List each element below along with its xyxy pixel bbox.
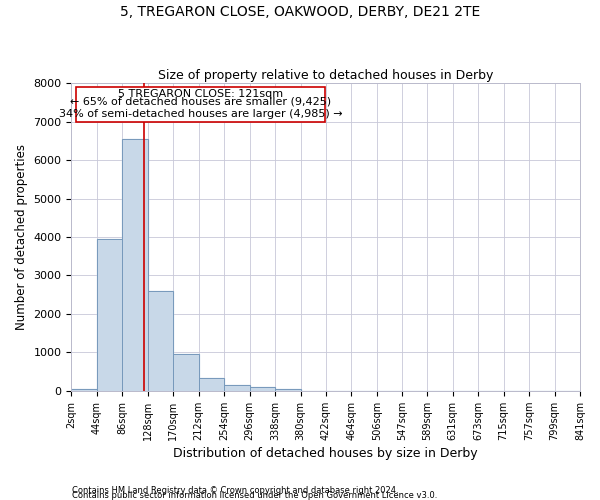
X-axis label: Distribution of detached houses by size in Derby: Distribution of detached houses by size … — [173, 447, 478, 460]
Y-axis label: Number of detached properties: Number of detached properties — [15, 144, 28, 330]
Text: 34% of semi-detached houses are larger (4,985) →: 34% of semi-detached houses are larger (… — [59, 109, 343, 119]
Text: ← 65% of detached houses are smaller (9,425): ← 65% of detached houses are smaller (9,… — [70, 96, 331, 106]
Bar — [76, 87, 325, 122]
Text: 5 TREGARON CLOSE: 121sqm: 5 TREGARON CLOSE: 121sqm — [118, 89, 283, 99]
Text: Contains public sector information licensed under the Open Government Licence v3: Contains public sector information licen… — [72, 491, 437, 500]
Title: Size of property relative to detached houses in Derby: Size of property relative to detached ho… — [158, 69, 493, 82]
Text: 5, TREGARON CLOSE, OAKWOOD, DERBY, DE21 2TE: 5, TREGARON CLOSE, OAKWOOD, DERBY, DE21 … — [120, 5, 480, 19]
Text: Contains HM Land Registry data © Crown copyright and database right 2024.: Contains HM Land Registry data © Crown c… — [72, 486, 398, 495]
